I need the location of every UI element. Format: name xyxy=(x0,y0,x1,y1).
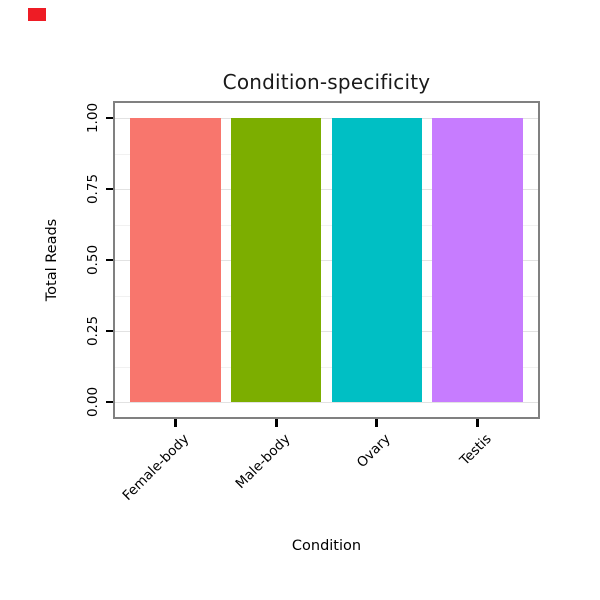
gridline-major xyxy=(115,260,538,261)
bar-ovary xyxy=(331,118,423,402)
gridline-major xyxy=(115,189,538,190)
red-artifact-marker xyxy=(28,8,46,21)
x-tick-label-text: Female-body xyxy=(119,431,193,504)
plot-panel xyxy=(113,101,540,419)
gridline-major xyxy=(115,118,538,119)
y-tick-label-text: 0.50 xyxy=(85,244,101,276)
gridline-minor xyxy=(115,153,538,155)
y-tick-mark xyxy=(106,401,113,403)
gridline-minor xyxy=(115,295,538,297)
chart-title: Condition-specificity xyxy=(222,70,431,94)
x-axis-title: Condition xyxy=(291,538,362,554)
gridline-major xyxy=(115,331,538,332)
gridline-minor xyxy=(115,366,538,368)
x-tick-label-text: Testis xyxy=(457,431,495,469)
y-tick-mark xyxy=(106,188,113,190)
y-tick-mark xyxy=(106,330,113,332)
gridline-major xyxy=(115,402,538,403)
y-tick-label-text: 0.25 xyxy=(85,315,101,347)
x-tick-mark xyxy=(274,419,278,427)
y-axis-title-text: Total Reads xyxy=(44,218,60,302)
bar-male-body xyxy=(230,118,322,402)
y-tick-label-text: 1.00 xyxy=(85,102,101,134)
y-tick-mark xyxy=(106,117,113,119)
y-tick-label-text: 0.75 xyxy=(85,173,101,205)
x-tick-label-text: Ovary xyxy=(354,431,395,471)
y-tick-label-text: 0.00 xyxy=(85,386,101,418)
bar-female-body xyxy=(130,118,221,402)
x-tick-label-text: Male-body xyxy=(232,431,294,492)
y-tick-mark xyxy=(106,259,113,261)
bar-testis xyxy=(432,118,523,402)
x-tick-mark xyxy=(476,419,480,427)
gridline-minor xyxy=(115,224,538,226)
x-tick-mark xyxy=(173,419,177,427)
x-tick-mark xyxy=(375,419,379,427)
